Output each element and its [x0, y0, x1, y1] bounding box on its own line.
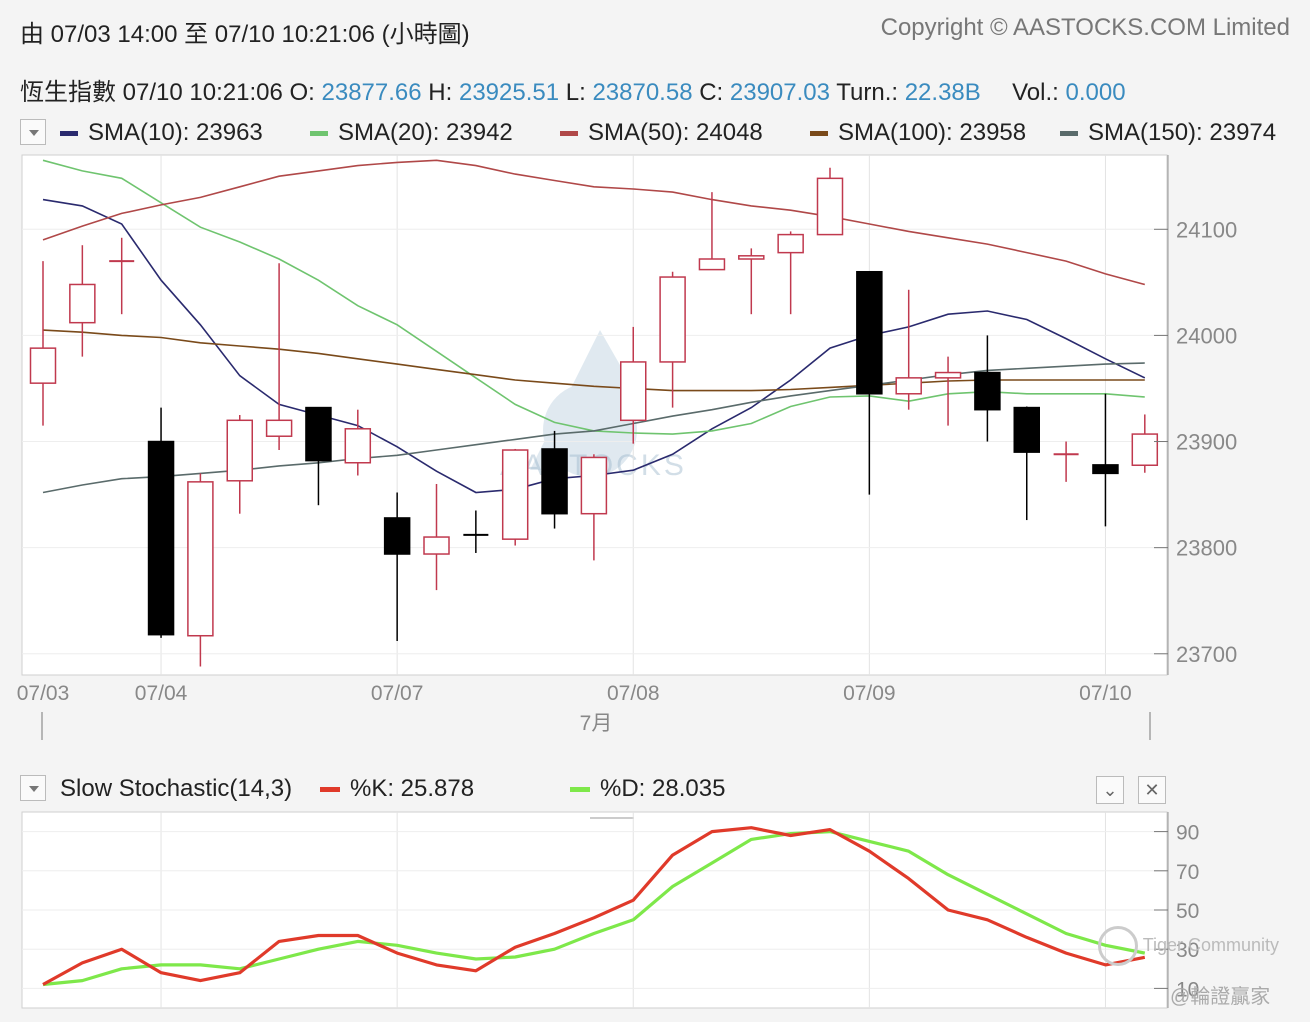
main-y-tick-label: 23700 [1176, 642, 1237, 667]
candle-body [659, 276, 686, 363]
sub-y-tick-label: 90 [1176, 822, 1199, 845]
sma100-label: SMA(100): 23958 [838, 119, 1027, 146]
sma20-label: SMA(20): 23942 [338, 119, 513, 146]
tiger-community-watermark: Tiger Community [1098, 926, 1279, 966]
handle-watermark: @輪證贏家 [1170, 986, 1271, 1008]
stochastic-d-line [42, 829, 1146, 987]
main-y-tick-label: 23900 [1176, 430, 1237, 455]
candle-body [147, 440, 175, 636]
sma-line-sma50 [42, 159, 1146, 286]
candle-body [501, 449, 529, 540]
turnover-label: Turn.: [836, 79, 899, 106]
open-value: 23877.66 [321, 79, 422, 106]
candle-body [1131, 433, 1159, 466]
quote-time: 07/10 10:21:06 [122, 79, 283, 106]
x-tick-label: 07/04 [135, 682, 188, 705]
sub-y-tick-label: 10 [1176, 978, 1199, 1001]
chevron-down-icon: ⌄ [1102, 780, 1118, 800]
x-tick-label: 07/09 [843, 682, 896, 705]
candle-body [265, 419, 293, 437]
low-label: L: [565, 79, 586, 106]
legend-d: %D: 28.035 [570, 775, 725, 803]
open-label: O: [289, 79, 315, 106]
sma50-label: SMA(50): 24048 [588, 119, 763, 146]
legend-sma100: SMA(100): 23958 [810, 119, 1026, 147]
sub-y-tick-label: 70 [1176, 861, 1199, 884]
candle-body [1092, 464, 1119, 475]
close-icon: ✕ [1144, 780, 1160, 800]
high-label: H: [428, 79, 453, 106]
close-value: 23907.03 [729, 79, 830, 106]
legend-sma50: SMA(50): 24048 [560, 119, 763, 147]
volume-label: Vol.: [1012, 79, 1059, 106]
low-value: 23870.58 [592, 79, 693, 106]
collapse-panel-button[interactable]: ⌄ [1096, 776, 1124, 804]
k-swatch [320, 787, 340, 793]
candle-body [226, 419, 253, 482]
candle-body [580, 456, 608, 515]
d-label: %D: 28.035 [600, 775, 726, 802]
stochastic-k-line [42, 826, 1146, 986]
copyright-text: Copyright © AASTOCKS.COM Limited [880, 14, 1290, 41]
sma-line-sma100 [42, 329, 1145, 392]
high-value: 23925.51 [458, 79, 560, 106]
sub-y-tick-label: 30 [1176, 939, 1199, 962]
sma50-swatch [560, 131, 578, 137]
sma100-swatch [810, 131, 828, 137]
volume-value: 0.000 [1065, 79, 1126, 106]
main-y-tick-label: 23800 [1176, 536, 1237, 561]
sma20-swatch [310, 131, 328, 137]
main-y-tick-label: 24100 [1176, 217, 1237, 242]
main-chart-dropdown[interactable] [20, 119, 46, 145]
k-label: %K: 25.878 [350, 775, 475, 802]
sma150-label: SMA(150): 23974 [1088, 119, 1277, 146]
sma10-label: SMA(10): 23963 [88, 119, 263, 146]
quote-line: 恆生指數 07/10 10:21:06 O: 23877.66 H: 23925… [20, 72, 1126, 107]
x-tick-label: 07/08 [607, 682, 660, 705]
candle-body [423, 536, 450, 555]
candle-body [383, 517, 411, 555]
x-tick-label: 07/10 [1079, 682, 1132, 705]
tiger-icon [1098, 926, 1138, 966]
candle-body [856, 270, 883, 395]
chart-range-text: 由 07/03 14:00 至 07/10 10:21:06 (小時圖) [20, 21, 470, 48]
main-y-tick-label: 24000 [1176, 323, 1237, 348]
tiger-community-text: Tiger Community [1142, 934, 1280, 955]
candle-body [29, 347, 57, 384]
close-panel-button[interactable]: ✕ [1138, 776, 1166, 804]
candle-body [69, 283, 96, 324]
candle-body [620, 361, 647, 422]
legend-sma10: SMA(10): 23963 [60, 119, 263, 147]
candle-body [305, 406, 332, 462]
candle-body [187, 481, 214, 637]
candle-body [541, 448, 568, 515]
candle-body [974, 371, 1001, 411]
stochastic-title: Slow Stochastic(14,3) [60, 775, 293, 802]
sub-y-tick-label: 50 [1176, 900, 1199, 923]
sma10-swatch [60, 131, 78, 137]
legend-k: %K: 25.878 [320, 775, 474, 803]
close-label: C: [699, 79, 724, 106]
candle-body [738, 255, 765, 260]
x-tick-label: 07/07 [371, 682, 424, 705]
legend-sma20: SMA(20): 23942 [310, 119, 513, 147]
candle-body [698, 258, 726, 271]
candle-body [934, 371, 962, 379]
index-name: 恆生指數 [20, 79, 116, 106]
candle-body [1013, 406, 1040, 453]
sma150-swatch [1060, 131, 1078, 137]
candle-body [816, 177, 844, 236]
candle-body [777, 233, 804, 254]
d-swatch [570, 787, 590, 793]
month-label: 7月 [580, 712, 613, 735]
candle-body [344, 428, 372, 464]
stochastic-dropdown[interactable] [20, 775, 46, 801]
x-tick-label: 07/03 [17, 682, 70, 705]
turnover-value: 22.38B [904, 79, 981, 106]
legend-sma150: SMA(150): 23974 [1060, 119, 1276, 147]
candle-body [895, 377, 922, 395]
